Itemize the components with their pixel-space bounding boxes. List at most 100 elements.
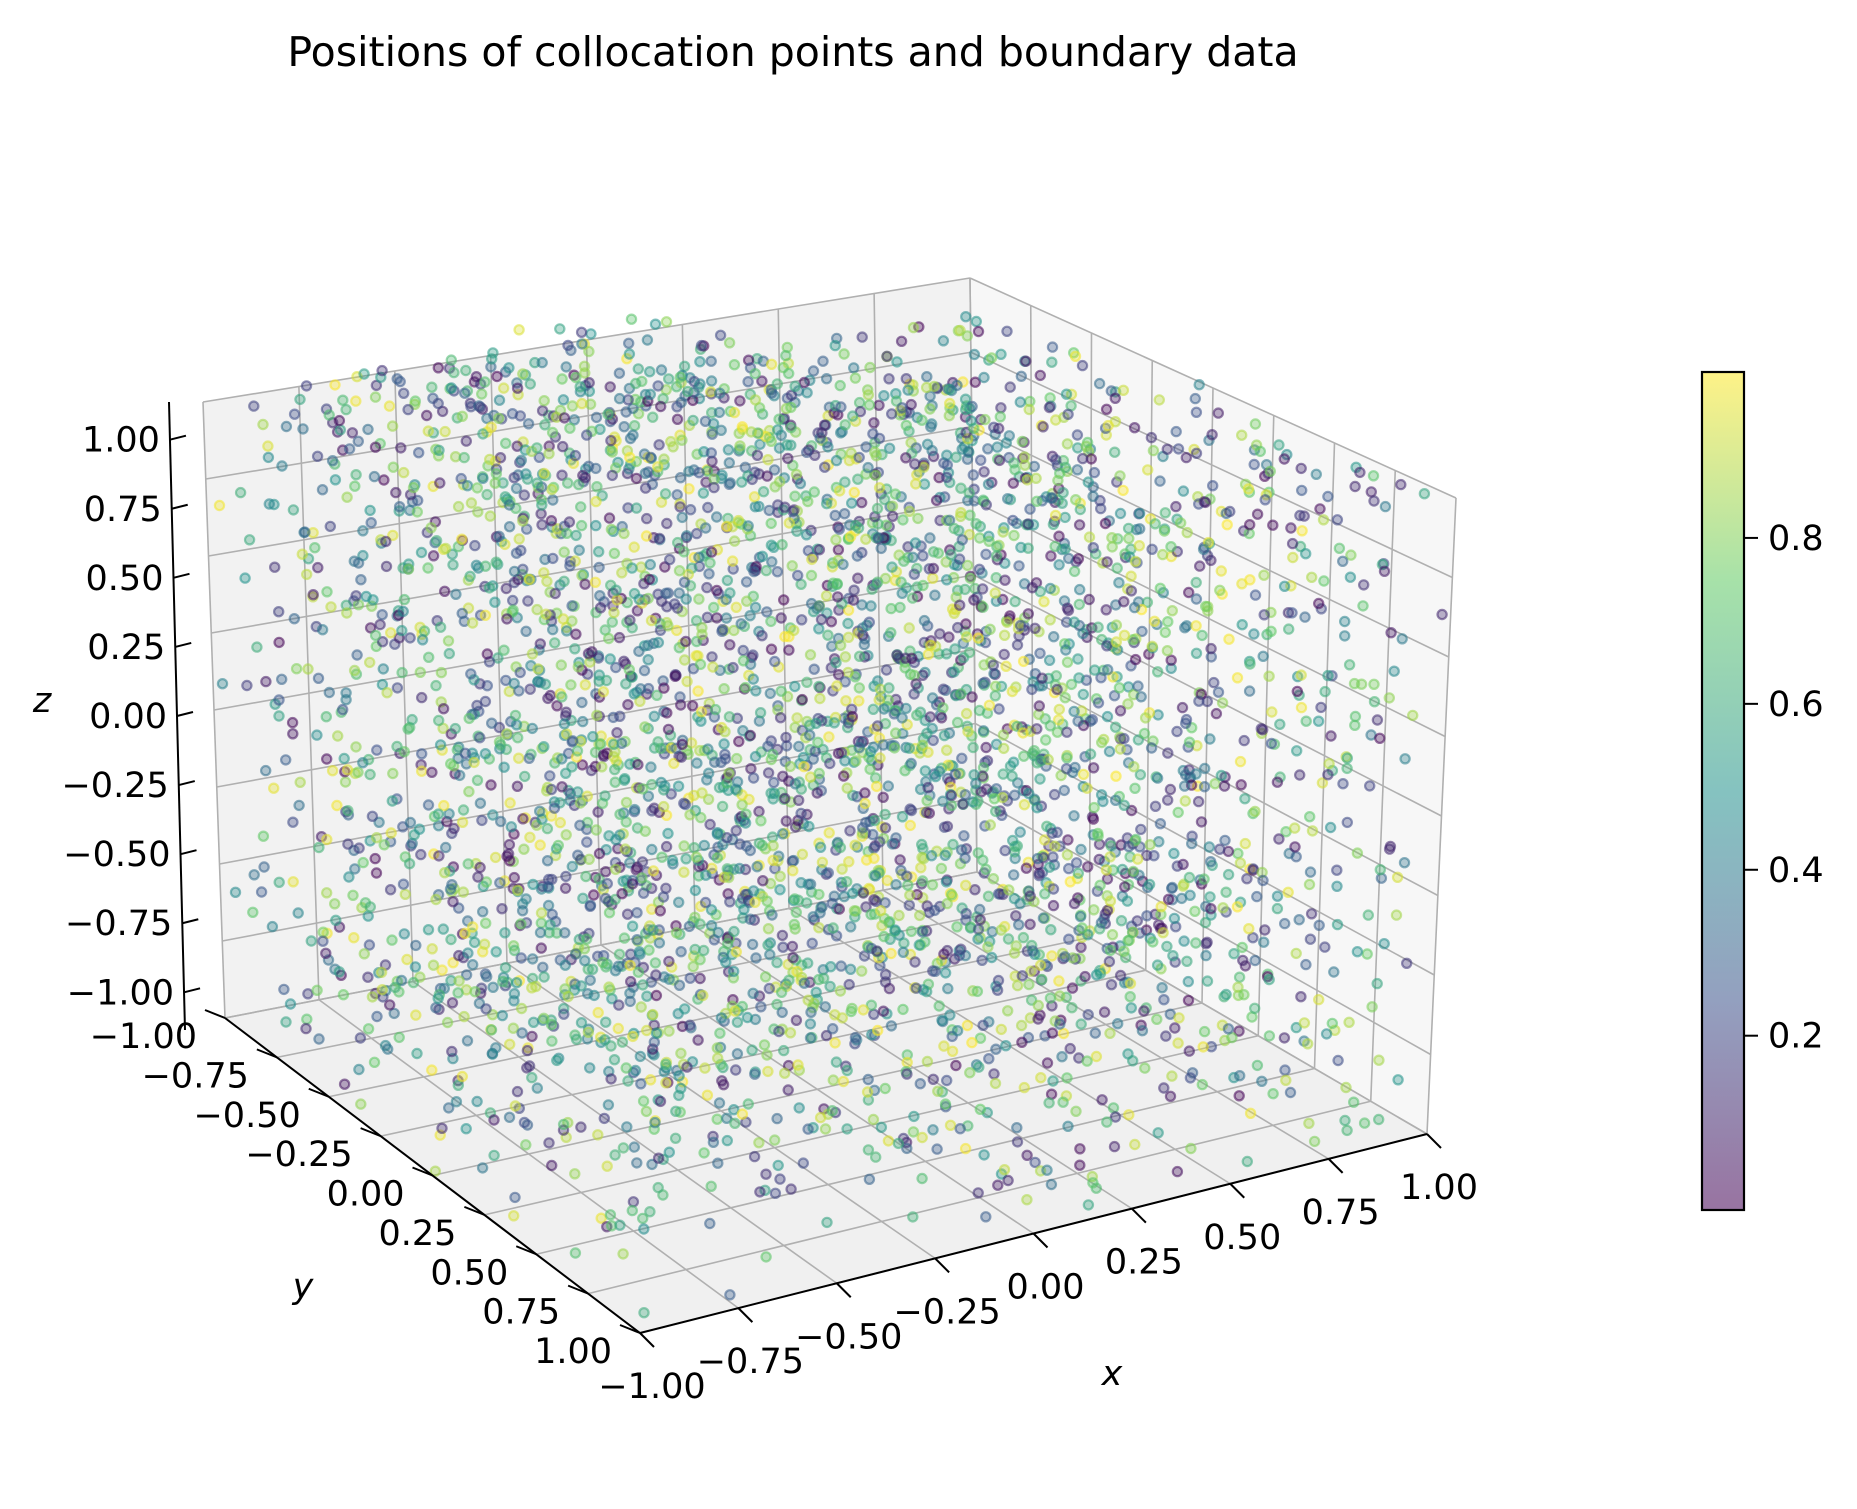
scatter-point bbox=[667, 441, 679, 453]
scatter-point bbox=[795, 877, 807, 889]
scatter-point bbox=[768, 464, 781, 476]
scatter-point bbox=[467, 959, 479, 971]
scatter-point bbox=[868, 417, 880, 429]
scatter-point bbox=[479, 560, 492, 572]
scatter-point bbox=[617, 1248, 629, 1260]
scatter-point bbox=[894, 854, 906, 866]
scatter-point bbox=[773, 442, 786, 454]
scatter-point bbox=[1222, 868, 1235, 881]
scatter-point bbox=[964, 572, 977, 584]
scatter-point bbox=[642, 790, 655, 802]
scatter-point bbox=[636, 872, 648, 884]
scatter-point bbox=[976, 583, 989, 595]
scatter-point bbox=[1332, 1054, 1344, 1067]
scatter-point bbox=[995, 348, 1007, 360]
scatter-point bbox=[1177, 485, 1190, 497]
scatter-point bbox=[546, 908, 558, 921]
scatter-point bbox=[691, 757, 703, 769]
scatter-point bbox=[934, 628, 946, 640]
scatter-point bbox=[273, 636, 285, 649]
scatter-point bbox=[1156, 982, 1168, 994]
scatter-point bbox=[1286, 607, 1298, 619]
scatter-point bbox=[626, 920, 639, 932]
scatter-point bbox=[239, 572, 251, 584]
scatter-point bbox=[1073, 598, 1086, 611]
scatter-point bbox=[863, 1173, 876, 1186]
scatter-point bbox=[1056, 497, 1068, 509]
scatter-point bbox=[831, 680, 843, 692]
scatter-point bbox=[954, 1122, 966, 1135]
x-tick bbox=[1327, 1158, 1344, 1174]
scatter-point bbox=[369, 441, 382, 453]
scatter-point bbox=[872, 1024, 884, 1037]
scatter-point bbox=[1331, 514, 1344, 526]
scatter-point bbox=[433, 714, 445, 727]
scatter-point bbox=[671, 401, 683, 413]
scatter-point bbox=[785, 401, 797, 414]
scatter-point bbox=[1081, 1055, 1093, 1067]
scatter-point bbox=[908, 568, 921, 580]
scatter-point bbox=[509, 709, 522, 722]
scatter-point bbox=[693, 467, 705, 479]
scatter-point bbox=[803, 820, 815, 833]
scatter-point bbox=[768, 787, 781, 800]
scatter-point bbox=[505, 821, 517, 833]
scatter-point bbox=[940, 648, 953, 660]
scatter-point bbox=[771, 1112, 783, 1125]
scatter-point bbox=[1031, 723, 1043, 735]
scatter-point bbox=[1146, 640, 1158, 653]
scatter-point bbox=[751, 861, 763, 873]
scatter-point bbox=[763, 504, 775, 517]
scatter-point bbox=[606, 616, 619, 628]
scatter-point bbox=[874, 752, 886, 764]
scatter-point bbox=[1195, 816, 1208, 828]
scatter-point bbox=[564, 560, 576, 572]
scatter-point bbox=[626, 562, 638, 574]
scatter-point bbox=[1289, 841, 1301, 853]
scatter-point bbox=[702, 743, 714, 755]
scatter-point bbox=[1215, 565, 1228, 577]
scatter-point bbox=[1073, 672, 1085, 684]
scatter-point bbox=[660, 316, 673, 328]
scatter-point bbox=[302, 663, 314, 675]
scatter-point bbox=[1102, 419, 1114, 432]
scatter-point bbox=[652, 1152, 665, 1164]
scatter-point bbox=[460, 364, 472, 377]
scatter-point bbox=[693, 593, 705, 605]
scatter-point bbox=[852, 572, 864, 584]
scatter-point bbox=[1308, 1135, 1321, 1148]
scatter-point bbox=[639, 721, 651, 733]
scatter-point bbox=[1031, 495, 1043, 507]
scatter-point bbox=[321, 833, 333, 846]
scatter-point bbox=[582, 1026, 595, 1039]
scatter-point bbox=[877, 1005, 890, 1017]
scatter-point bbox=[1351, 946, 1364, 958]
scatter-point bbox=[836, 863, 848, 875]
scatter-point bbox=[861, 1086, 874, 1098]
scatter-point bbox=[1177, 858, 1189, 871]
scatter-point bbox=[1271, 890, 1284, 902]
scatter-point bbox=[1128, 761, 1140, 773]
scatter-point bbox=[1129, 1138, 1141, 1151]
scatter-point bbox=[515, 918, 527, 930]
scatter-point bbox=[746, 1044, 758, 1056]
scatter-point bbox=[1197, 1041, 1209, 1053]
scatter-point bbox=[750, 952, 762, 964]
scatter-point bbox=[564, 422, 576, 434]
scatter-point bbox=[1043, 861, 1056, 873]
scatter-point bbox=[1257, 650, 1269, 663]
scatter-point bbox=[543, 440, 555, 452]
scatter-point bbox=[624, 995, 636, 1008]
scatter-point bbox=[547, 494, 559, 506]
scatter-point bbox=[721, 520, 733, 533]
z-tick bbox=[182, 918, 199, 925]
scatter-point bbox=[1074, 1143, 1086, 1155]
scatter-point bbox=[1180, 451, 1193, 464]
scatter-point bbox=[765, 615, 777, 628]
scatter-point bbox=[816, 427, 828, 439]
scatter-point bbox=[728, 1103, 740, 1116]
scatter-point bbox=[731, 776, 744, 788]
scatter-point bbox=[1087, 1177, 1099, 1189]
scatter-point bbox=[1367, 470, 1380, 482]
scatter-point bbox=[830, 454, 843, 467]
